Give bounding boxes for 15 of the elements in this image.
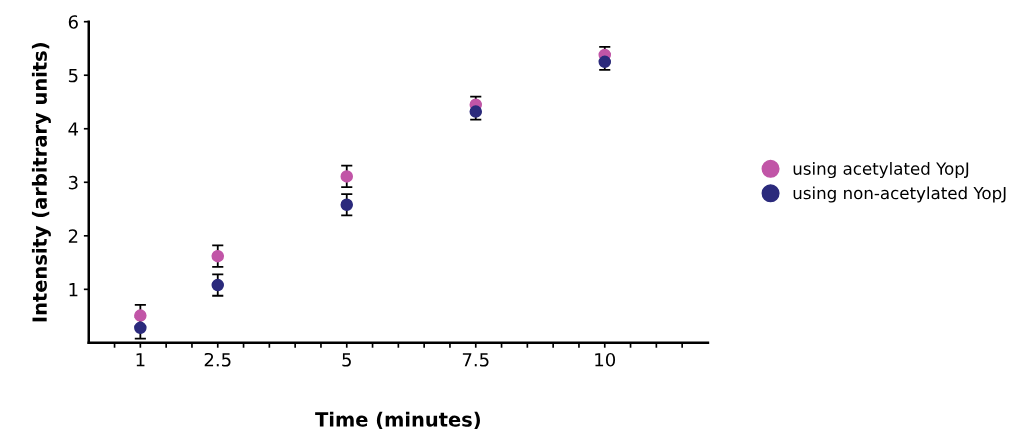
x-tick-label: 10 bbox=[595, 352, 616, 367]
x-tick-label: 2.5 bbox=[204, 352, 231, 367]
x-axis-title: Time (minutes) bbox=[315, 411, 480, 430]
y-tick-label: 3 bbox=[68, 175, 78, 190]
y-tick-label: 1 bbox=[69, 283, 78, 297]
legend-label: using non-acetylated YopJ bbox=[793, 186, 1006, 203]
y-tick-label: 6 bbox=[68, 15, 78, 29]
x-tick-label: 1 bbox=[136, 353, 145, 367]
x-tick-label: 7.5 bbox=[462, 353, 489, 367]
legend-label: using acetylated YopJ bbox=[793, 161, 969, 179]
y-tick-label: 4 bbox=[68, 122, 79, 136]
y-tick-label: 2 bbox=[68, 229, 78, 243]
y-tick-label: 5 bbox=[68, 68, 78, 83]
x-tick-label: 5 bbox=[342, 353, 351, 367]
y-axis-title: Intensity (arbitrary units) bbox=[31, 43, 51, 322]
